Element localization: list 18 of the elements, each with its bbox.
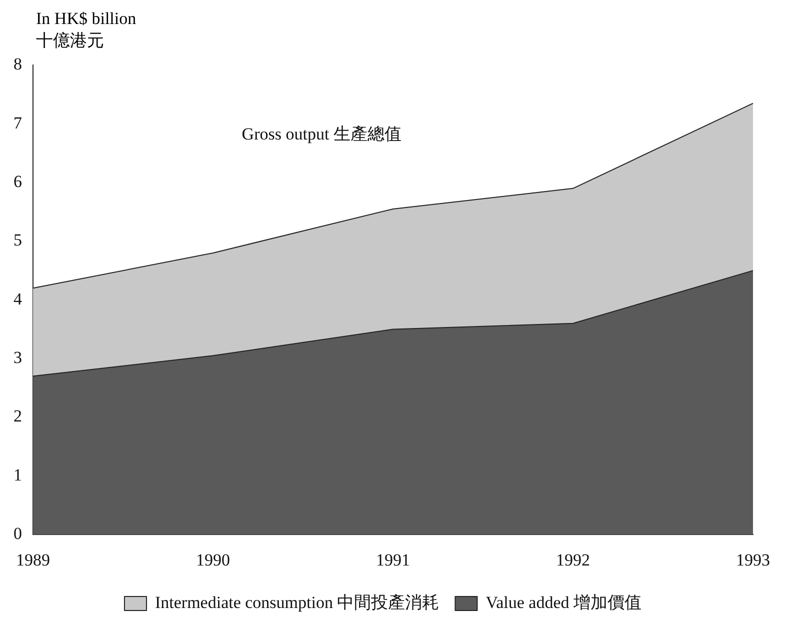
y-tick-label: 3 [14, 348, 22, 368]
y-axis-title: In HK$ billion 十億港元 [36, 8, 138, 52]
y-tick-label: 2 [14, 406, 22, 426]
legend-label: Value added 增加價值 [486, 592, 642, 612]
x-tick-label: 1992 [556, 550, 590, 570]
y-tick-label: 5 [14, 230, 22, 250]
x-tick-label: 1993 [736, 550, 770, 570]
y-tick-label: 6 [14, 172, 22, 192]
annotation: Gross output 生產總值 [242, 124, 402, 144]
y-tick-label: 1 [14, 465, 22, 484]
legend-label: Intermediate consumption 中間投產消耗 [154, 592, 440, 612]
x-tick-label: 1991 [376, 550, 410, 570]
x-tick-label: 1990 [196, 550, 230, 570]
y-tick-label: 8 [14, 54, 22, 74]
y-tick-label: 7 [14, 113, 22, 132]
x-tick-label: 1989 [16, 550, 50, 570]
y-tick-label: 4 [14, 289, 22, 308]
y-tick-label: 0 [14, 524, 22, 544]
